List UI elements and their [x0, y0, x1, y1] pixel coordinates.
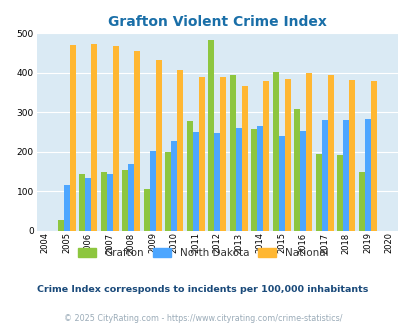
Bar: [134, 51, 140, 231]
Bar: [143, 189, 149, 231]
Bar: [272, 72, 278, 231]
Bar: [70, 45, 75, 231]
Bar: [214, 133, 220, 231]
Bar: [64, 185, 70, 231]
Text: Crime Index corresponds to incidents per 100,000 inhabitants: Crime Index corresponds to incidents per…: [37, 285, 368, 294]
Bar: [294, 110, 299, 231]
Bar: [58, 220, 64, 231]
Bar: [149, 150, 155, 231]
Bar: [257, 126, 262, 231]
Bar: [198, 77, 204, 231]
Bar: [370, 81, 376, 231]
Bar: [305, 73, 311, 231]
Bar: [262, 81, 269, 231]
Bar: [251, 129, 257, 231]
Bar: [337, 154, 342, 231]
Bar: [208, 40, 214, 231]
Text: © 2025 CityRating.com - https://www.cityrating.com/crime-statistics/: © 2025 CityRating.com - https://www.city…: [64, 314, 341, 323]
Bar: [177, 70, 183, 231]
Bar: [348, 80, 354, 231]
Bar: [165, 152, 171, 231]
Bar: [107, 174, 113, 231]
Bar: [186, 121, 192, 231]
Bar: [235, 128, 241, 231]
Bar: [315, 154, 321, 231]
Bar: [327, 75, 333, 231]
Bar: [100, 172, 107, 231]
Bar: [278, 136, 284, 231]
Bar: [342, 120, 348, 231]
Bar: [122, 170, 128, 231]
Bar: [155, 60, 161, 231]
Bar: [91, 44, 97, 231]
Bar: [364, 119, 370, 231]
Bar: [299, 131, 305, 231]
Bar: [321, 120, 327, 231]
Bar: [220, 77, 226, 231]
Bar: [113, 46, 118, 231]
Legend: Grafton, North Dakota, National: Grafton, North Dakota, National: [77, 248, 328, 258]
Bar: [229, 75, 235, 231]
Bar: [241, 86, 247, 231]
Bar: [284, 79, 290, 231]
Bar: [85, 178, 91, 231]
Bar: [128, 164, 134, 231]
Bar: [358, 172, 364, 231]
Bar: [171, 141, 177, 231]
Bar: [192, 132, 198, 231]
Title: Grafton Violent Crime Index: Grafton Violent Crime Index: [107, 15, 326, 29]
Bar: [79, 174, 85, 231]
